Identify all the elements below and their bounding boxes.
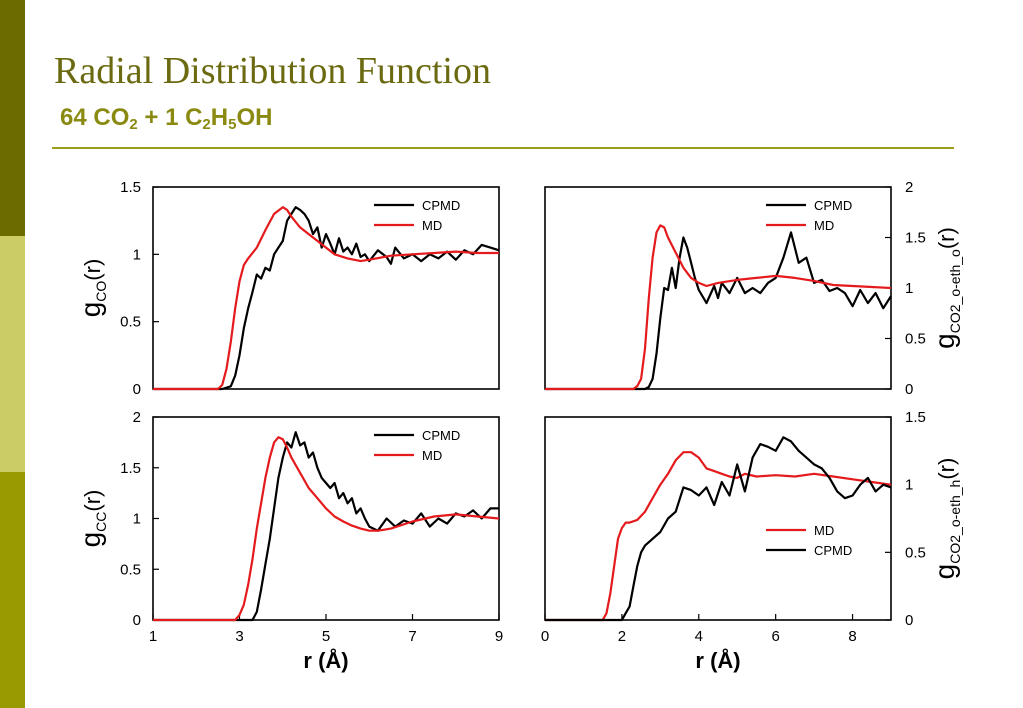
y-tick-label: 0.5 (120, 561, 141, 578)
sidebar-block-middle (0, 236, 25, 472)
series-line-cpmd (153, 431, 499, 622)
y-tick-label: 1.5 (905, 409, 926, 426)
y-axis-label-sub: CC (93, 512, 109, 532)
series-line-cpmd (545, 436, 892, 622)
y-tick-label: 2 (905, 179, 913, 196)
x-tick-label: 9 (495, 628, 503, 645)
y-axis-label-sub: CO2_o-eth_h (947, 480, 963, 564)
chart-panel-top-right: 0 0.5 1 1.5 2 gCO2_o-eth_o(r) CPMD MD (544, 179, 963, 398)
y-tick-label: 0.5 (120, 314, 141, 331)
y-tick-label: 1 (905, 280, 913, 297)
x-tick-label: 5 (322, 628, 330, 645)
y-tick-label: 2 (133, 409, 141, 426)
sidebar-block-top (0, 0, 25, 236)
x-axis-label: r (Å) (695, 647, 740, 673)
sidebar-decoration (0, 0, 25, 708)
slide-subtitle: 64 CO2 + 1 C2H5OH (60, 104, 273, 133)
y-axis-label-tail: (r) (80, 259, 105, 281)
y-axis-label-main: g (929, 333, 960, 349)
legend-label-cpmd: CPMD (422, 198, 460, 213)
x-tick-label: 7 (408, 628, 416, 645)
legend-label-md: MD (422, 448, 442, 463)
subtitle-part: 64 CO (60, 104, 130, 131)
subtitle-subscript: 5 (228, 116, 237, 133)
y-axis-label: gCO2_o-eth_o(r) (929, 227, 963, 349)
subtitle-subscript: 2 (202, 116, 211, 133)
y-tick-label: 1 (133, 511, 141, 528)
y-tick-label: 0 (905, 381, 913, 398)
legend-label-md: MD (814, 523, 834, 538)
series-line-md (545, 451, 892, 622)
y-axis-label-main: g (929, 564, 960, 580)
y-axis-label-sub: CO2_o-eth_o (947, 249, 963, 333)
x-tick-label: 4 (695, 628, 703, 645)
y-axis-label-tail: (r) (934, 458, 959, 480)
y-tick-label: 0.5 (905, 331, 926, 348)
y-axis-label-tail: (r) (934, 227, 959, 249)
series-line-md (153, 206, 499, 391)
chart-panel-top-left: 0 0.5 1 1.5 gCO(r) CPMD MD (75, 179, 500, 398)
legend-label-md: MD (814, 218, 834, 233)
subtitle-subscript: 2 (129, 116, 138, 133)
x-tick-label: 8 (848, 628, 856, 645)
legend-label-cpmd: CPMD (422, 428, 460, 443)
y-axis-label: gCO2_o-eth_h(r) (929, 458, 963, 580)
y-axis-label-sub: CO (93, 281, 109, 302)
x-tick-label: 0 (541, 628, 549, 645)
y-axis-label-tail: (r) (80, 490, 105, 512)
subtitle-part: OH (236, 104, 273, 131)
sidebar-block-bottom (0, 472, 25, 708)
y-tick-label: 1.5 (905, 230, 926, 247)
series-line-cpmd (545, 231, 892, 391)
plot-frame (152, 186, 500, 390)
plot-frame (152, 416, 500, 621)
subtitle-part: + 1 C (137, 104, 203, 131)
y-axis-label: gCC(r) (75, 490, 109, 548)
y-tick-label: 0.5 (905, 544, 926, 561)
y-tick-label: 0 (905, 612, 913, 629)
chart-panel-bottom-left: 0 0.5 1 1.5 2 1 3 5 7 9 r (Å) gCC(r) CPMD MD (75, 409, 503, 673)
chart-panel-bottom-right: 0 0.5 1 1.5 0 2 4 6 8 r (Å) gCO2_o-eth_h(r) MD CPMD (541, 409, 963, 673)
y-axis-label-main: g (75, 302, 106, 318)
x-axis-label: r (Å) (303, 647, 348, 673)
x-tick-label: 6 (771, 628, 779, 645)
y-tick-label: 1 (133, 246, 141, 263)
y-tick-label: 1.5 (120, 460, 141, 477)
y-tick-label: 1 (905, 477, 913, 494)
y-tick-label: 0 (133, 612, 141, 629)
x-tick-label: 1 (149, 628, 157, 645)
legend-label-md: MD (422, 218, 442, 233)
y-tick-label: 1.5 (120, 179, 141, 196)
x-tick-label: 2 (618, 628, 626, 645)
legend-label-cpmd: CPMD (814, 198, 852, 213)
plot-frame (544, 186, 892, 390)
y-axis-label-main: g (75, 532, 106, 548)
series-line-md (545, 224, 892, 391)
series-line-cpmd (153, 206, 500, 391)
x-tick-label: 3 (235, 628, 243, 645)
subtitle-part: H (210, 104, 229, 131)
plot-frame (544, 416, 892, 621)
series-line-md (153, 436, 500, 622)
y-axis-label: gCO(r) (75, 259, 109, 318)
y-tick-label: 0 (133, 381, 141, 398)
slide-title: Radial Distribution Function (54, 50, 491, 92)
legend-label-cpmd: CPMD (814, 543, 852, 558)
title-underline (52, 147, 954, 149)
